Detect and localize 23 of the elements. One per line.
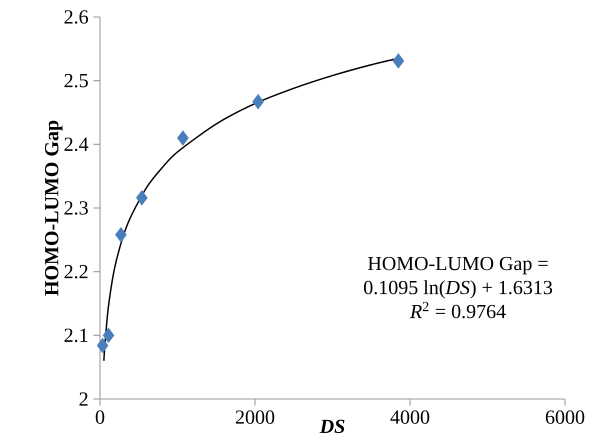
y-tick-label: 2.6: [64, 10, 88, 24]
y-tick-label: 2: [80, 392, 88, 406]
y-tick-label: 2.3: [64, 201, 88, 215]
point: [252, 94, 264, 110]
y-tick-label: 2.1: [64, 328, 88, 342]
y-tick-label: 2.5: [64, 74, 88, 88]
x-axis-title: DS: [320, 420, 344, 434]
x-tick-label: 4000: [390, 410, 430, 424]
x-tick-label: 2000: [236, 410, 274, 424]
point: [115, 227, 127, 242]
y-tick-label: 2.2: [64, 264, 88, 278]
annotation: HOMO-LUMO Gap =: [368, 256, 548, 274]
annotation: R$^{2}$ = 0.9764: [410, 302, 506, 318]
point: [136, 190, 148, 206]
point: [392, 53, 404, 69]
x-tick-label: 0: [96, 410, 104, 424]
point: [177, 130, 189, 146]
y-axis-title: HOMO-LUMO Gap: [44, 120, 62, 296]
y-tick-label: 2.4: [64, 138, 88, 152]
point: [96, 338, 108, 354]
x-tick-label: 6000: [546, 410, 584, 424]
annotation: 0.1095 ln(DS) + 1.6313: [364, 280, 552, 298]
point: [102, 328, 114, 343]
